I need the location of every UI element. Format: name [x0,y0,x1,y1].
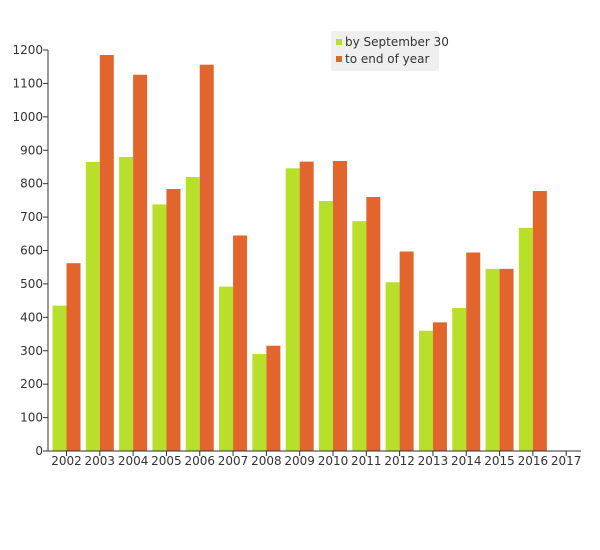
legend: by September 30 to end of year [331,31,449,71]
y-tick-label: 200 [20,377,43,391]
x-tick-label: 2005 [151,454,182,468]
bar-to-end-of-year-2013 [432,322,447,451]
bar-by-september-30-2006 [185,176,200,451]
bar-to-end-of-year-2006 [199,64,214,451]
bar-to-end-of-year-2007 [233,235,248,451]
x-tick-label: 2016 [518,454,549,468]
y-tick-label: 600 [20,244,43,258]
x-tick-label: 2004 [118,454,149,468]
y-tick-label: 0 [35,444,43,458]
y-tick-label: 500 [20,277,43,291]
bars-group [52,55,547,452]
x-tick-label: 2002 [51,454,82,468]
y-axis-ticks: 0 100 200 300 400 500 600 700 800 900 1000 1100 1200 [12,43,48,458]
x-tick-label: 2006 [184,454,215,468]
y-tick-label: 900 [20,143,43,157]
bar-by-september-30-2004 [119,156,134,451]
bar-to-end-of-year-2016 [532,191,547,452]
x-tick-label: 2008 [251,454,282,468]
x-axis-ticks: 2002 2003 2004 2005 2006 2007 2008 2009 2010 2011… [51,451,581,468]
bar-to-end-of-year-2005 [166,189,181,451]
bar-by-september-30-2009 [285,168,300,452]
x-tick-label: 2009 [284,454,315,468]
x-tick-label: 2011 [351,454,382,468]
legend-swatch-to-end-of-year [336,56,342,62]
legend-label-to-end-of-year: to end of year [345,52,430,66]
y-tick-label: 700 [20,210,43,224]
bar-by-september-30-2012 [385,282,400,451]
bar-by-september-30-2016 [518,227,533,451]
bar-by-september-30-2007 [219,286,234,451]
y-tick-label: 100 [20,411,43,425]
bar-to-end-of-year-2012 [399,251,414,451]
bar-by-september-30-2003 [85,161,100,451]
x-tick-label: 2015 [484,454,515,468]
bar-by-september-30-2002 [52,305,67,451]
y-tick-label: 1200 [12,43,43,57]
bar-to-end-of-year-2009 [299,161,314,451]
x-tick-label: 2012 [384,454,415,468]
y-tick-label: 300 [20,344,43,358]
x-tick-label: 2007 [218,454,249,468]
x-tick-label: 2010 [318,454,349,468]
x-tick-label: 2013 [418,454,449,468]
bar-to-end-of-year-2002 [66,263,81,451]
bar-by-september-30-2008 [252,354,267,451]
bar-to-end-of-year-2015 [499,268,514,451]
bar-by-september-30-2013 [418,330,433,451]
bar-to-end-of-year-2011 [366,197,381,451]
bar-to-end-of-year-2008 [266,345,281,451]
y-tick-label: 1100 [12,76,43,90]
y-tick-label: 800 [20,177,43,191]
bar-by-september-30-2010 [319,201,333,451]
bar-to-end-of-year-2004 [133,74,148,451]
legend-label-by-september-30: by September 30 [345,35,449,49]
bar-by-september-30-2015 [485,268,500,451]
bar-to-end-of-year-2010 [333,160,347,451]
x-tick-label: 2017 [551,454,582,468]
bar-to-end-of-year-2014 [466,252,481,451]
bar-to-end-of-year-2003 [99,55,114,451]
y-tick-label: 1000 [12,110,43,124]
x-tick-label: 2014 [451,454,482,468]
bar-by-september-30-2005 [152,204,167,451]
x-tick-label: 2003 [85,454,116,468]
legend-background [331,31,439,71]
legend-swatch-by-september-30 [336,39,342,45]
bar-by-september-30-2014 [452,307,467,451]
bar-by-september-30-2011 [352,221,367,451]
y-tick-label: 400 [20,310,43,324]
